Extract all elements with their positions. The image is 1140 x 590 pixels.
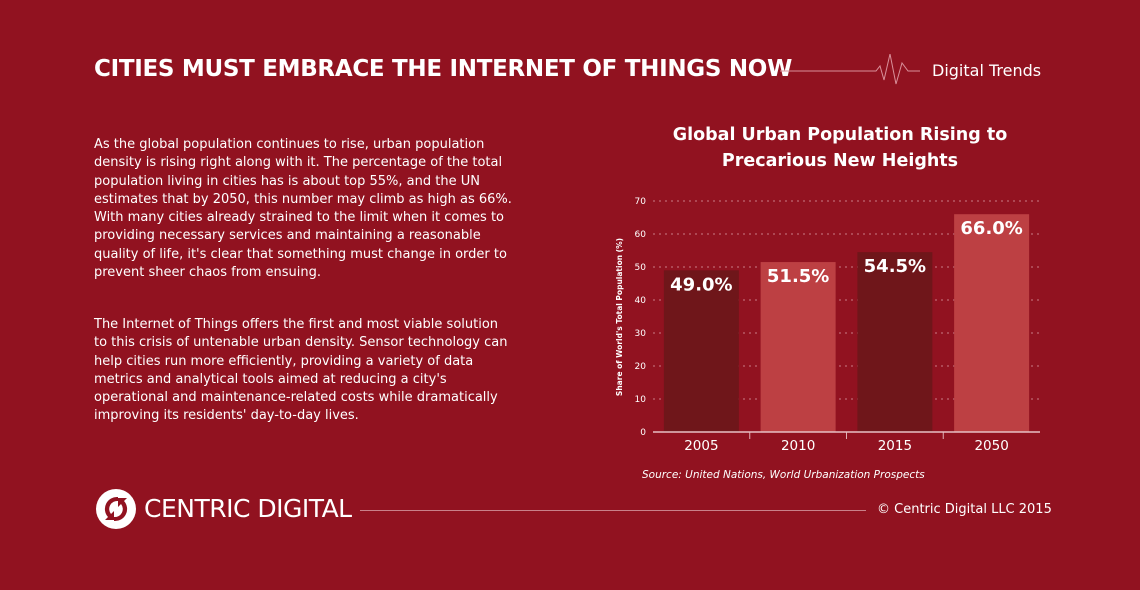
pulse-line-icon [780,54,920,85]
data-label: 51.5% [767,266,829,287]
copyright: © Centric Digital LLC 2015 [877,502,1052,517]
data-label: 54.5% [864,256,926,277]
data-label: 66.0% [960,218,1022,239]
y-tick-label: 20 [635,362,647,372]
y-tick-label: 40 [635,296,647,306]
y-axis-label: Share of World's Total Population (%) [615,238,624,396]
logo-text: CENTRIC DIGITAL [144,494,352,523]
y-tick-label: 10 [635,395,647,405]
chart-title: Global Urban Population Rising to Precar… [672,125,1008,171]
y-tick-label: 50 [635,263,647,273]
bar-chart: 0 10 20 30 40 50 60 70 Share of World's Total Po… [615,197,1040,454]
body-paragraph: As the global population continues to ri… [94,137,512,281]
y-tick-label: 60 [635,230,647,240]
centric-digital-logo-icon [96,489,136,529]
footer-divider [360,510,866,511]
y-tick-label: 30 [635,329,647,339]
bar-2010 [760,262,836,432]
x-tick-label: 2010 [781,438,815,454]
x-tick-label: 2005 [684,438,718,454]
bar-2050 [954,214,1030,432]
bar-2005 [663,270,739,432]
y-tick-label: 0 [640,428,646,438]
chart-source: Source: United Nations, World Urbanizati… [642,469,925,481]
y-tick-label: 70 [635,197,647,207]
bar-2015 [857,252,933,432]
data-label: 49.0% [670,274,732,295]
x-tick-label: 2050 [974,438,1008,454]
brand-label: Digital Trends [932,61,1042,80]
page-title: CITIES MUST EMBRACE THE INTERNET OF THIN… [94,56,793,82]
x-tick-label: 2015 [878,438,912,454]
body-paragraph: The Internet of Things offers the first … [94,317,508,424]
